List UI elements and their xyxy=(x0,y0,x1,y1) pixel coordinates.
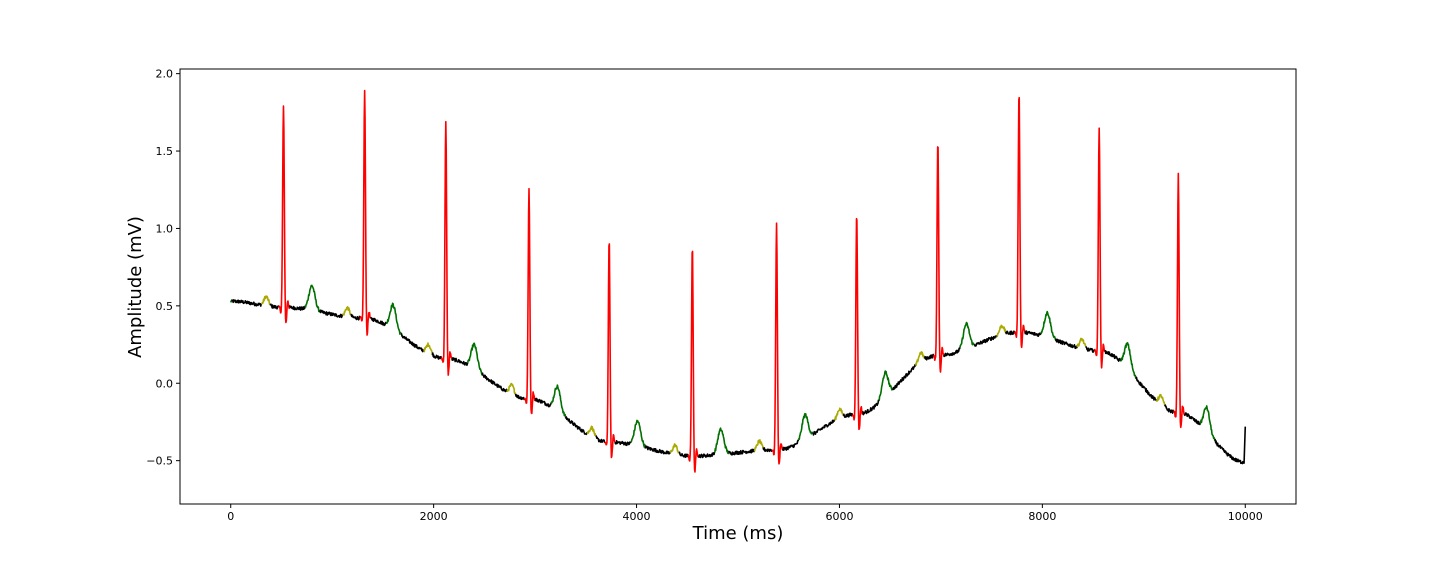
t-wave-segment xyxy=(385,302,402,335)
x-axis-ticks: 0 2000 4000 6000 8000 10000 xyxy=(227,504,1263,523)
t-wave-segment xyxy=(714,427,730,455)
baseline-segment xyxy=(943,347,961,358)
qrs-complex-segment xyxy=(687,250,699,473)
qrs-complex-segment xyxy=(1173,172,1186,429)
t-wave-segment xyxy=(466,342,484,376)
plot-frame xyxy=(179,68,1297,505)
qrs-complex-segment xyxy=(933,146,945,373)
baseline-segment xyxy=(231,299,262,307)
baseline-segment xyxy=(842,412,854,418)
baseline-segment xyxy=(431,352,443,360)
p-wave-segment xyxy=(342,306,352,316)
qrs-complex-segment xyxy=(604,243,616,459)
baseline-segment xyxy=(862,399,880,416)
baseline-segment xyxy=(812,418,836,436)
ecg-traces xyxy=(229,89,1247,473)
t-wave-segment xyxy=(797,412,814,441)
baseline-segment xyxy=(269,303,280,310)
qrs-complex-segment xyxy=(1093,127,1106,369)
qrs-complex-segment xyxy=(440,120,453,376)
qrs-complex-segment xyxy=(523,187,536,415)
baseline-segment xyxy=(973,335,998,347)
baseline-segment xyxy=(288,305,307,311)
baseline-segment xyxy=(762,447,773,453)
baseline-segment xyxy=(400,333,425,353)
y-tick-label: 1.0 xyxy=(156,222,174,235)
x-axis-title: Time (ms) xyxy=(692,523,784,544)
t-wave-segment xyxy=(1199,405,1216,441)
baseline-segment xyxy=(1104,349,1122,362)
y-tick-label: 2.0 xyxy=(156,68,174,81)
p-wave-segment xyxy=(1076,337,1087,348)
baseline-segment xyxy=(923,353,935,361)
qrs-complex-segment xyxy=(851,217,864,431)
t-wave-segment xyxy=(878,370,894,402)
p-wave-segment xyxy=(1155,393,1166,407)
p-wave-segment xyxy=(833,407,845,421)
baseline-segment xyxy=(370,316,388,327)
qrs-complex-segment xyxy=(359,89,372,336)
baseline-segment xyxy=(1164,404,1175,414)
baseline-segment xyxy=(892,363,917,391)
baseline-segment xyxy=(678,451,689,458)
t-wave-segment xyxy=(959,321,975,348)
baseline-segment xyxy=(319,309,344,319)
baseline-segment xyxy=(781,439,800,451)
x-tick-label: 8000 xyxy=(1028,510,1056,523)
baseline-segment xyxy=(350,313,361,321)
baseline-segment xyxy=(564,416,588,436)
p-wave-segment xyxy=(506,382,517,395)
p-wave-segment xyxy=(586,425,597,437)
y-tick-label: 1.5 xyxy=(156,145,174,158)
x-tick-label: 2000 xyxy=(420,510,448,523)
t-wave-segment xyxy=(304,284,321,313)
baseline-segment xyxy=(697,451,716,459)
p-wave-segment xyxy=(260,295,271,306)
p-wave-segment xyxy=(996,324,1007,338)
baseline-segment xyxy=(514,393,525,401)
x-tick-label: 0 xyxy=(227,510,234,523)
baseline-segment xyxy=(727,448,756,456)
p-wave-segment xyxy=(669,443,680,454)
x-tick-label: 6000 xyxy=(825,510,853,523)
t-wave-segment xyxy=(1040,310,1057,340)
qrs-complex-segment xyxy=(278,105,291,324)
plot-background xyxy=(180,69,1296,504)
baseline-segment xyxy=(1183,412,1201,426)
t-wave-segment xyxy=(550,384,567,418)
x-tick-label: 4000 xyxy=(623,510,651,523)
p-wave-segment xyxy=(753,439,764,452)
baseline-segment xyxy=(1024,330,1042,338)
t-wave-segment xyxy=(1120,342,1137,379)
qrs-complex-segment xyxy=(771,222,784,465)
baseline-segment xyxy=(1135,376,1157,402)
baseline-segment xyxy=(451,357,469,367)
y-axis-ticks: −0.5 0.0 0.5 1.0 1.5 2.0 xyxy=(146,68,180,468)
x-tick-label: 10000 xyxy=(1228,510,1263,523)
baseline-segment xyxy=(644,445,671,455)
baseline-segment xyxy=(1005,330,1016,336)
t-wave-segment xyxy=(630,419,647,449)
y-tick-label: −0.5 xyxy=(146,455,173,468)
p-wave-segment xyxy=(914,351,926,367)
y-tick-label: 0.0 xyxy=(156,377,174,390)
baseline-segment xyxy=(614,439,632,447)
baseline-segment xyxy=(481,372,508,393)
baseline-segment xyxy=(1214,426,1247,465)
baseline-segment xyxy=(1085,346,1096,353)
y-tick-label: 0.5 xyxy=(156,300,174,313)
baseline-segment xyxy=(595,435,606,444)
y-axis-title: Amplitude (mV) xyxy=(125,216,146,358)
p-wave-segment xyxy=(423,342,434,356)
qrs-complex-segment xyxy=(1013,96,1026,349)
baseline-segment xyxy=(1054,338,1078,350)
baseline-segment xyxy=(534,397,552,408)
